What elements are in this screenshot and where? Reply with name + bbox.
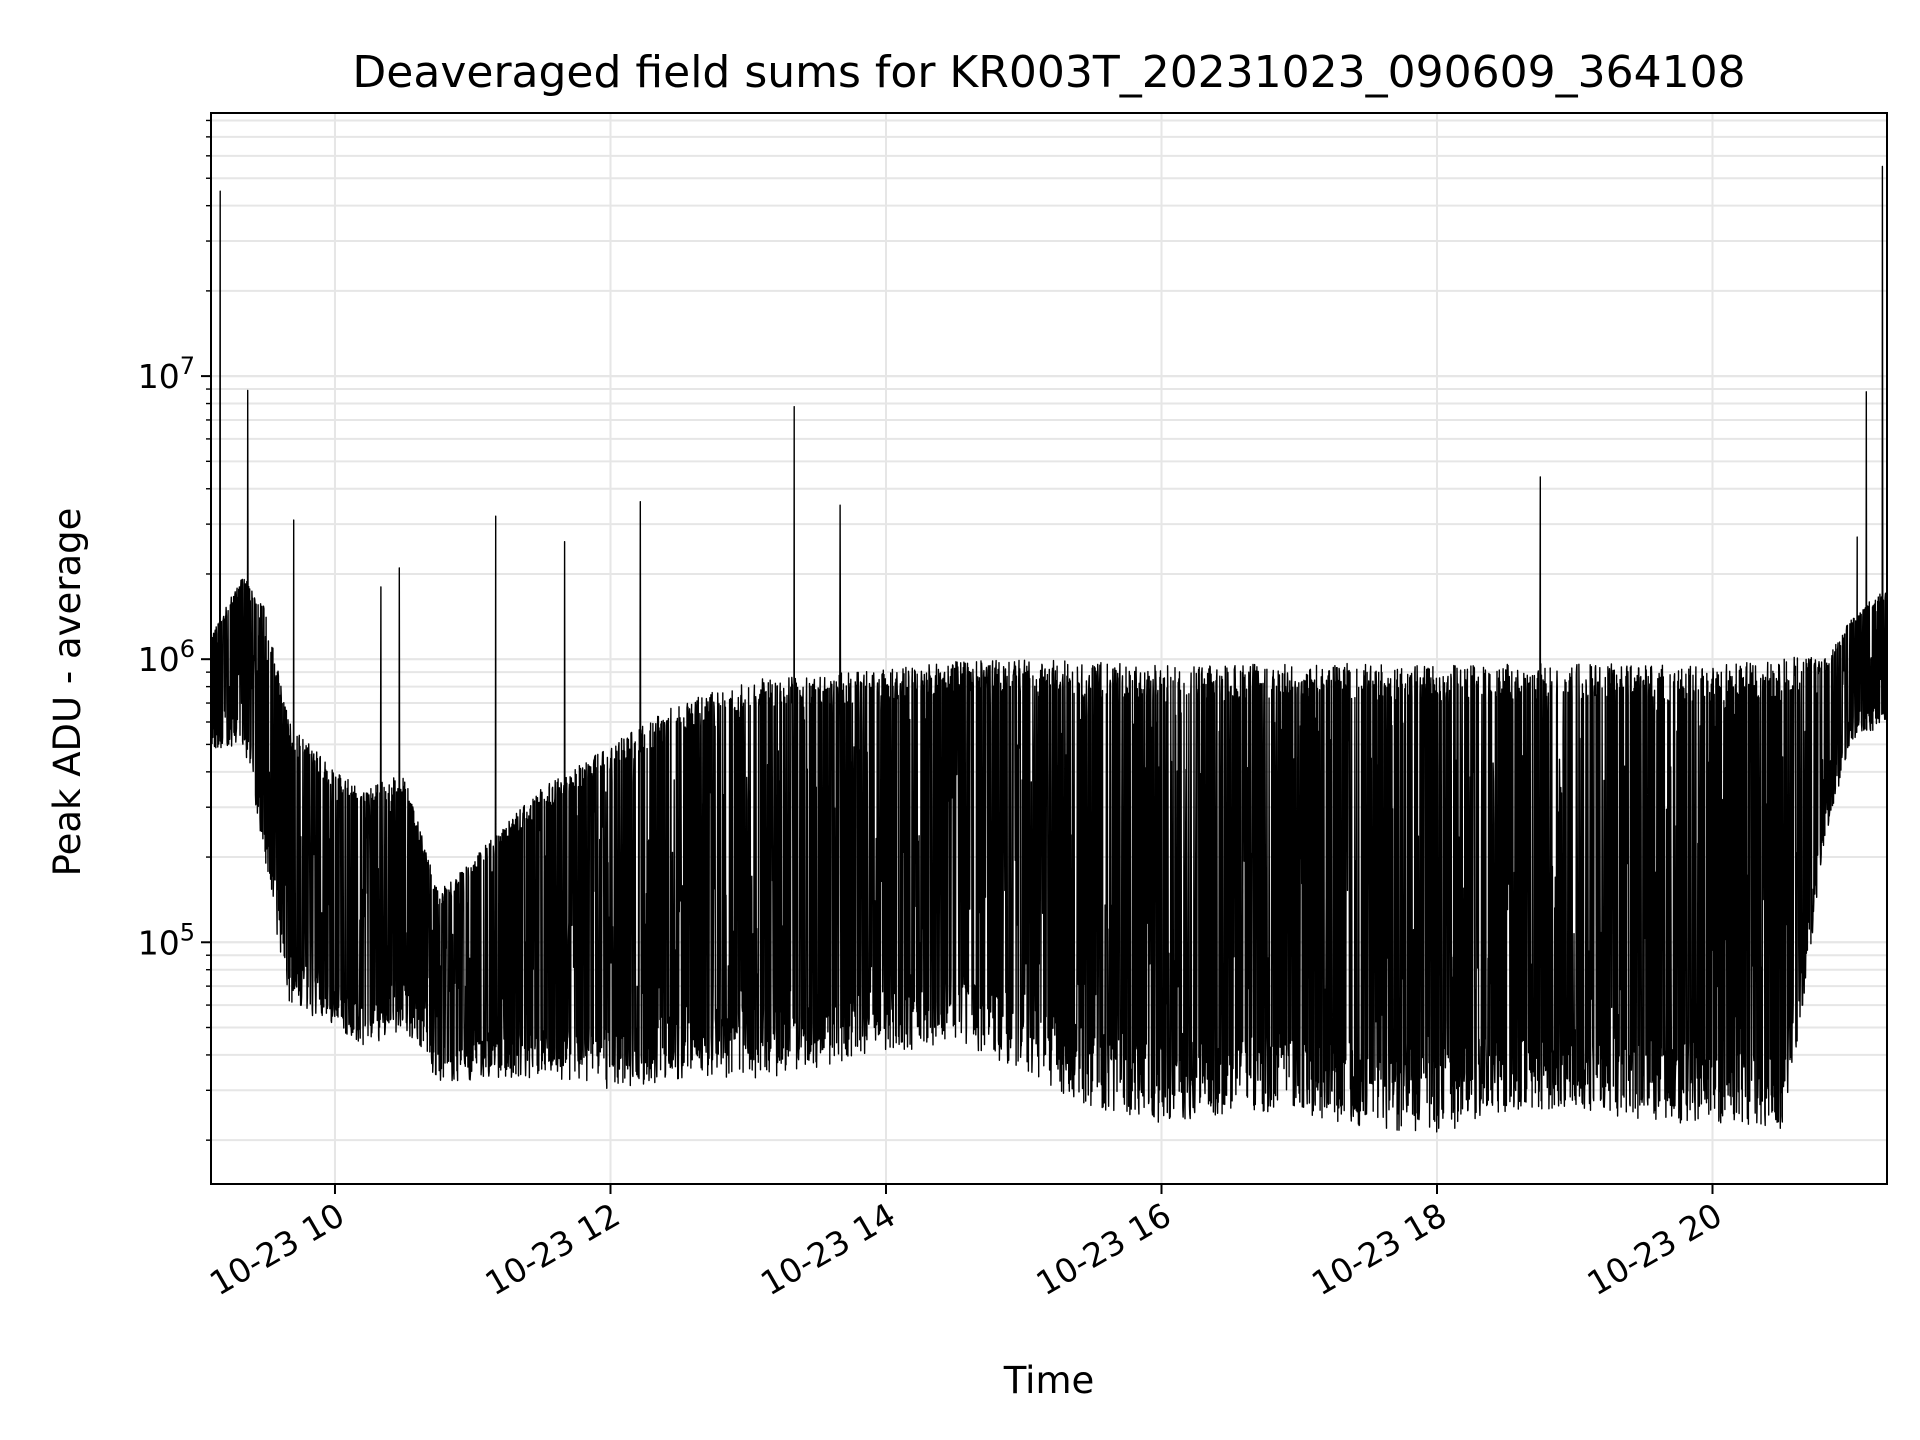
y-tick-label: 107 [138,352,195,396]
x-axis-title: Time [1003,1359,1095,1402]
plot-frame [210,112,1888,1185]
series-line [210,165,1888,1133]
y-tick-base: 10 [138,357,180,396]
x-tick-label: 10-23 18 [1305,1195,1453,1303]
chart-title: Deaveraged field sums for KR003T_2023102… [352,47,1745,98]
x-tick-label: 10-23 12 [478,1195,626,1303]
y-tick-base: 10 [138,923,180,962]
x-tick-label: 10-23 14 [754,1195,902,1303]
y-tick-label: 106 [138,635,195,679]
x-tick-label: 10-23 10 [203,1195,351,1303]
y-axis-title: Peak ADU - average [46,508,89,877]
series-path [210,165,1888,1133]
x-tick-label: 10-23 16 [1030,1195,1178,1303]
y-tick-exponent: 7 [180,352,195,380]
x-tick-label: 10-23 20 [1581,1195,1729,1303]
y-tick-exponent: 6 [180,635,195,663]
y-tick-base: 10 [138,640,180,679]
y-tick-label: 105 [138,918,195,962]
y-tick-exponent: 5 [180,918,195,946]
